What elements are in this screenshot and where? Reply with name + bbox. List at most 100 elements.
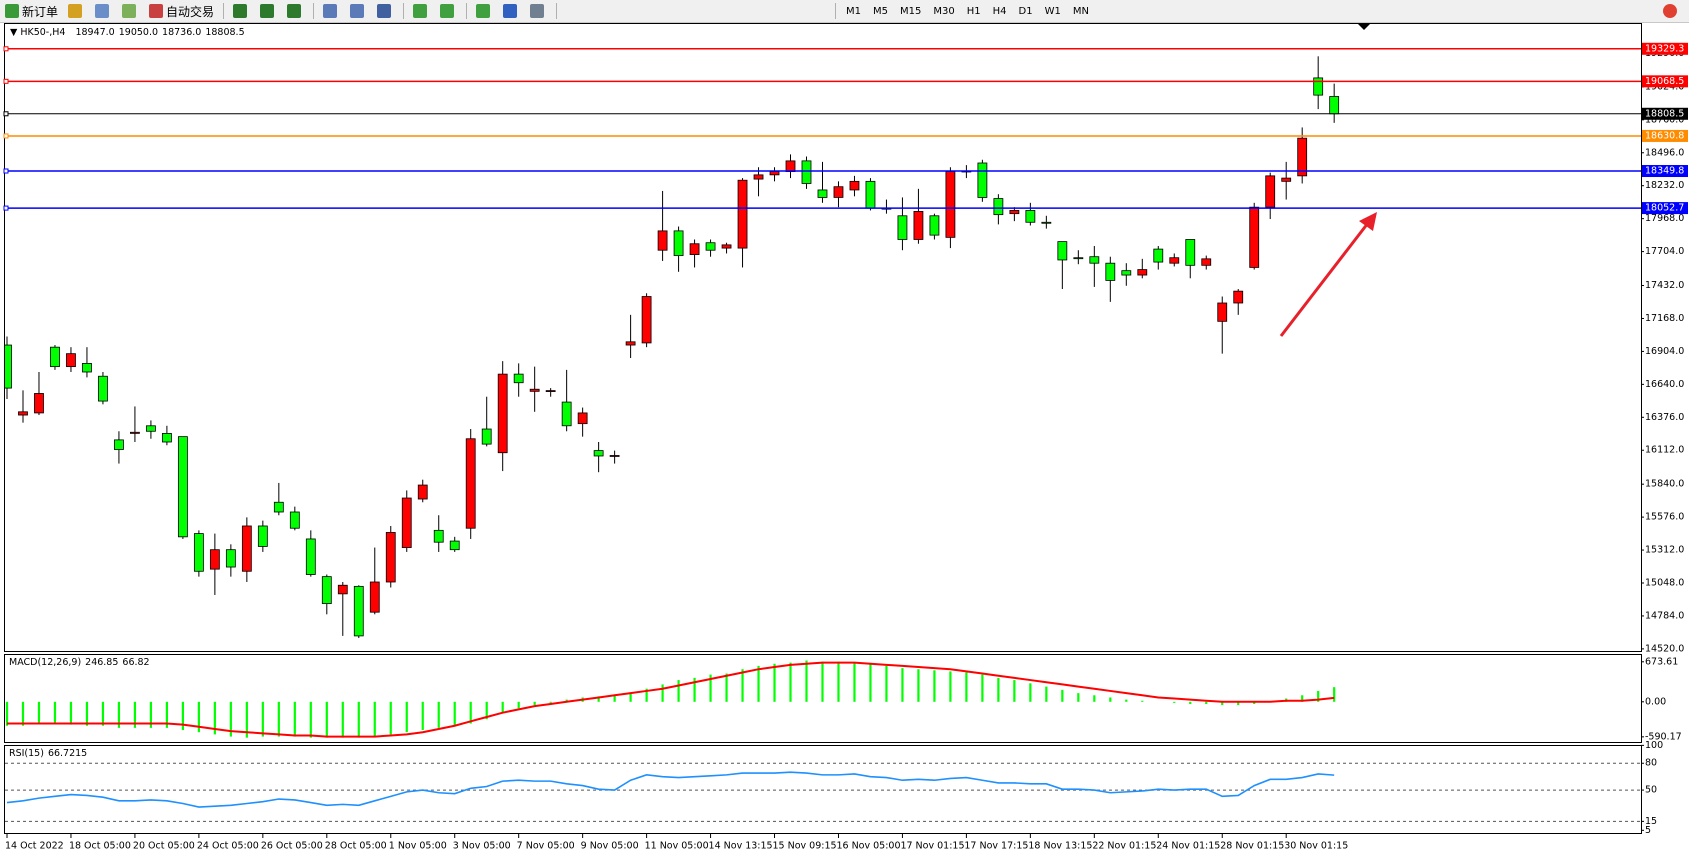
candle-body bbox=[1153, 248, 1164, 263]
timeframe-button[interactable]: W1 bbox=[1044, 5, 1061, 17]
candle-body bbox=[1233, 290, 1244, 304]
candle-body bbox=[385, 532, 396, 583]
candle-body bbox=[1025, 210, 1036, 223]
candle-body bbox=[241, 525, 252, 572]
candle-body bbox=[977, 162, 988, 198]
timeframe-button[interactable]: H4 bbox=[992, 5, 1007, 17]
price-level-label: 18052.7 bbox=[1645, 203, 1684, 214]
price-level-tag bbox=[1642, 107, 1688, 120]
chart-header: ▼ HK50-,H4 18947.0 19050.0 18736.0 18808.5 bbox=[10, 27, 245, 38]
candle-body bbox=[865, 180, 876, 209]
x-tick-label: 28 Nov 01:15 bbox=[1220, 841, 1284, 852]
candle-body bbox=[1121, 270, 1132, 276]
signal-value: 66.82 bbox=[122, 657, 149, 668]
icon bbox=[350, 4, 365, 18]
tool-button[interactable] bbox=[282, 1, 309, 21]
icon bbox=[476, 4, 491, 18]
x-tick-label: 28 Oct 05:00 bbox=[325, 841, 387, 852]
tool-button[interactable] bbox=[117, 1, 144, 21]
tool-button[interactable] bbox=[255, 1, 282, 21]
tool-button[interactable] bbox=[372, 1, 399, 21]
annotation-arrow bbox=[1279, 222, 1370, 337]
timeframe-button[interactable]: M15 bbox=[900, 5, 922, 17]
candle-body bbox=[1201, 258, 1212, 266]
timeframe-button[interactable]: M5 bbox=[873, 5, 889, 17]
timeframes: M1 M5 M15 M30 H1 H4 D1 W1 MN bbox=[840, 6, 1095, 17]
indicator-title: RSI(15) bbox=[9, 748, 44, 759]
separator bbox=[835, 3, 837, 19]
new-order-button[interactable]: 新订单 bbox=[0, 1, 63, 21]
y-tick-label: 16376.0 bbox=[1645, 412, 1684, 423]
candle-body bbox=[1073, 257, 1084, 260]
separator bbox=[556, 3, 558, 19]
candle-body bbox=[769, 171, 780, 176]
candle-body bbox=[737, 179, 748, 249]
candle-body bbox=[369, 581, 380, 613]
tool-button[interactable] bbox=[318, 1, 345, 21]
alert-icon[interactable] bbox=[1663, 4, 1677, 18]
candle-body bbox=[1105, 262, 1116, 281]
timeframe-button[interactable]: D1 bbox=[1018, 5, 1033, 17]
tool-button[interactable] bbox=[435, 1, 462, 21]
timeframe-button[interactable]: M1 bbox=[846, 5, 862, 17]
macd-value: 246.85 bbox=[85, 657, 118, 668]
candle-body bbox=[161, 432, 172, 443]
tool-button[interactable] bbox=[525, 1, 552, 21]
y-tick-label: 100 bbox=[1645, 740, 1663, 751]
candle-body bbox=[5, 344, 12, 389]
y-tick-label: 0.00 bbox=[1645, 696, 1666, 707]
candle-body bbox=[289, 511, 300, 529]
candle-body bbox=[417, 484, 428, 500]
y-tick-label: 15312.0 bbox=[1645, 545, 1684, 556]
candle-body bbox=[177, 436, 188, 538]
tool-button[interactable] bbox=[63, 1, 90, 21]
x-tick-label: 14 Nov 13:15 bbox=[709, 841, 773, 852]
candle-body bbox=[305, 538, 316, 575]
timeframe-button[interactable]: MN bbox=[1072, 5, 1089, 17]
x-tick-label: 16 Nov 05:00 bbox=[836, 841, 900, 852]
tool-button[interactable] bbox=[408, 1, 435, 21]
candle-body bbox=[913, 211, 924, 240]
tool-button[interactable] bbox=[471, 1, 498, 21]
candle-body bbox=[1217, 302, 1228, 322]
x-tick-label: 1 Nov 05:00 bbox=[389, 841, 447, 852]
price-level-label: 19329.3 bbox=[1645, 43, 1684, 54]
timeframe-button[interactable]: M30 bbox=[933, 5, 955, 17]
candle-body bbox=[130, 431, 140, 434]
candle-body bbox=[225, 549, 236, 568]
arrow-marker: ▼ bbox=[10, 27, 20, 38]
tool-button[interactable] bbox=[90, 1, 117, 21]
candles bbox=[5, 56, 1340, 639]
tool-button[interactable] bbox=[498, 1, 525, 21]
ohlc-value: 18947.0 bbox=[75, 27, 114, 38]
icon bbox=[233, 4, 248, 18]
candle-body bbox=[689, 243, 700, 255]
timeframe-button[interactable]: H1 bbox=[966, 5, 981, 17]
candle-body bbox=[529, 388, 540, 392]
price-level-tag bbox=[1642, 165, 1688, 178]
tool-button[interactable] bbox=[345, 1, 372, 21]
y-tick-label: 80 bbox=[1645, 758, 1657, 769]
candle-body bbox=[1009, 210, 1020, 215]
candle-body bbox=[1057, 241, 1068, 261]
candle-body bbox=[401, 497, 412, 548]
tool-button[interactable] bbox=[228, 1, 255, 21]
candle-body bbox=[929, 215, 940, 236]
candle-body bbox=[609, 455, 620, 457]
y-tick-label: 14520.0 bbox=[1645, 643, 1684, 654]
x-tick-label: 14 Oct 2022 bbox=[5, 841, 64, 852]
button-label: 自动交易 bbox=[166, 4, 215, 19]
candle-body bbox=[641, 296, 652, 344]
y-tick-label: 15840.0 bbox=[1645, 479, 1684, 490]
icon bbox=[149, 4, 164, 18]
auto-trading-button[interactable]: 自动交易 bbox=[144, 1, 219, 21]
macd-panel bbox=[4, 654, 1642, 743]
candle-body bbox=[1249, 206, 1260, 268]
candle-body bbox=[18, 411, 28, 416]
price-level-handle bbox=[3, 78, 9, 84]
price-level-handle bbox=[3, 111, 9, 117]
candle-body bbox=[993, 198, 1004, 216]
candle-body bbox=[114, 439, 124, 450]
y-tick-label: 18232.0 bbox=[1645, 180, 1684, 191]
candle-body bbox=[593, 450, 604, 457]
